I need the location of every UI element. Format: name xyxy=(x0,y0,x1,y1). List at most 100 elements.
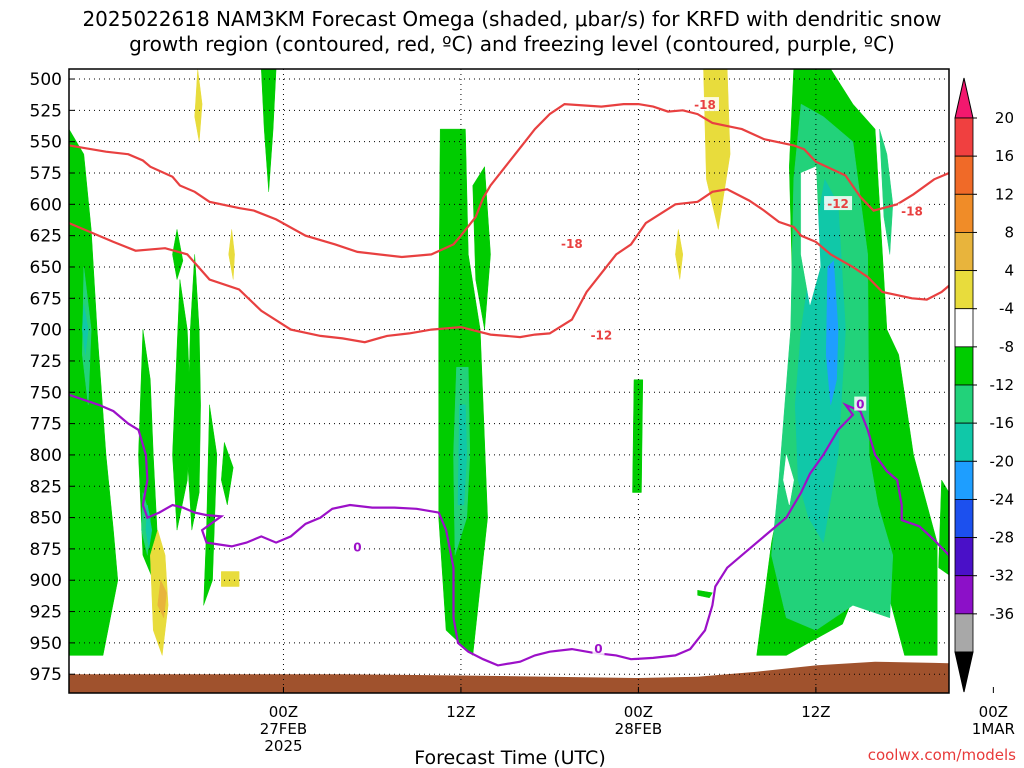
contour-label-1: -12 xyxy=(827,197,849,211)
y-tick-label: 525 xyxy=(30,101,62,121)
x-tick-label: 00Z xyxy=(979,703,1008,721)
omega-region-1-4 xyxy=(879,129,894,255)
contour-label-7: 0 xyxy=(594,642,602,656)
colorbar-label: -12 xyxy=(990,376,1015,394)
chart-title-line1: 2025022618 NAM3KM Forecast Omega (shaded… xyxy=(82,7,942,31)
colorbar-box xyxy=(954,155,974,195)
y-tick-label: 800 xyxy=(30,446,62,466)
y-tick-label: 850 xyxy=(30,509,62,529)
omega-region-4-2 xyxy=(228,229,235,280)
y-tick-label: 725 xyxy=(30,352,62,372)
colorbar-label: -4 xyxy=(999,300,1014,318)
omega-region-4-1 xyxy=(194,69,203,142)
x-tick-label: 00Z xyxy=(624,703,653,721)
plot-frame xyxy=(68,68,950,694)
y-tick-label: 625 xyxy=(30,227,62,247)
contour-2 xyxy=(69,393,949,667)
omega-region-3-0 xyxy=(825,260,839,405)
omega-region-0-12 xyxy=(938,479,949,576)
omega-region-0-6 xyxy=(221,442,234,506)
contour-label-2: -18 xyxy=(901,205,923,219)
chart-title-line2: growth region (contoured, red, ºC) and f… xyxy=(129,32,895,56)
colorbar-label: -32 xyxy=(990,567,1015,585)
omega-region-0-5 xyxy=(203,404,218,606)
colorbar-label: 20 xyxy=(995,109,1014,127)
credit-text: coolwx.com/models xyxy=(868,746,1016,764)
omega-region-2-2 xyxy=(457,404,468,506)
colorbar-label: -20 xyxy=(990,452,1015,470)
x-tick-label: 28FEB xyxy=(615,720,662,738)
colorbar-label: -16 xyxy=(990,414,1015,432)
colorbar-label: 8 xyxy=(1004,223,1014,241)
y-tick-label: 950 xyxy=(30,634,62,654)
contour-label-6: 0 xyxy=(856,398,864,412)
contour-label-bg xyxy=(824,196,853,211)
colorbar-box xyxy=(954,232,974,271)
y-tick-label: 500 xyxy=(30,70,62,90)
contour-label-8: 0 xyxy=(353,540,361,554)
omega-region-0-15 xyxy=(697,590,713,599)
y-tick-label: 775 xyxy=(30,415,62,435)
x-tick-label: 1MAR xyxy=(972,720,1015,738)
y-tick-label: 925 xyxy=(30,603,62,623)
omega-region-4-6 xyxy=(1001,530,1016,643)
omega-region-0-0 xyxy=(69,128,119,656)
contour-label-bg xyxy=(854,396,867,411)
x-tick-label: 12Z xyxy=(801,703,830,721)
colorbar-box xyxy=(954,537,974,577)
colorbar-box xyxy=(954,422,974,462)
colorbar-label: -24 xyxy=(990,490,1015,508)
colorbar-label: 12 xyxy=(995,185,1014,203)
contour-label-bg xyxy=(587,327,616,342)
omega-region-0-3 xyxy=(172,229,184,280)
colorbar-label: -8 xyxy=(999,338,1014,356)
colorbar-box xyxy=(954,308,974,348)
colorbar-label: -28 xyxy=(990,529,1015,547)
contour-label-4: -18 xyxy=(561,237,583,251)
contour-1 xyxy=(69,102,949,259)
x-tick-label: 27FEB xyxy=(260,720,307,738)
colorbar-top-arrow xyxy=(954,77,974,119)
contour-label-bg xyxy=(592,640,605,655)
y-tick-label: 900 xyxy=(30,571,62,591)
y-tick-label: 600 xyxy=(30,195,62,215)
omega-region-4-5 xyxy=(675,229,684,280)
y-tick-label: 750 xyxy=(30,383,62,403)
y-tick-label: 975 xyxy=(30,665,62,685)
omega-region-0-7 xyxy=(261,69,277,192)
omega-region-6-4 xyxy=(783,454,794,506)
colorbar-box xyxy=(954,384,974,424)
omega-region-0-4 xyxy=(187,254,201,531)
colorbar-box xyxy=(954,117,974,157)
x-axis-label: Forecast Time (UTC) xyxy=(414,747,605,768)
y-tick-label: 675 xyxy=(30,289,62,309)
omega-shading xyxy=(69,69,1016,693)
omega-region-5-0 xyxy=(157,579,167,619)
omega-region-2-0 xyxy=(82,304,89,355)
omega-region-4-4 xyxy=(703,69,731,230)
ground-surface xyxy=(69,661,949,693)
y-tick-label: 700 xyxy=(30,321,62,341)
y-tick-label: 575 xyxy=(30,164,62,184)
colorbar-box xyxy=(954,575,974,615)
omega-region-6-3 xyxy=(891,96,901,155)
colorbar-label: -36 xyxy=(990,605,1015,623)
omega-region-4-3 xyxy=(221,571,240,587)
y-tick-label: 550 xyxy=(30,133,62,153)
contour-label-bg xyxy=(351,539,364,554)
omega-region-6-2 xyxy=(800,166,821,305)
omega-region-0-10 xyxy=(632,379,644,493)
contour-label-bg xyxy=(557,236,586,251)
colorbar-box xyxy=(954,460,974,500)
x-tick-label: 12Z xyxy=(446,703,475,721)
x-tick-label: 2025 xyxy=(264,737,302,755)
axes: 5005255505756006256506757007257507758008… xyxy=(30,70,1015,755)
contour-label-0: -18 xyxy=(694,98,716,112)
colorbar-box xyxy=(954,346,974,386)
contour-label-bg xyxy=(690,97,719,112)
contour-0 xyxy=(69,188,949,344)
colorbar-box xyxy=(954,499,974,538)
